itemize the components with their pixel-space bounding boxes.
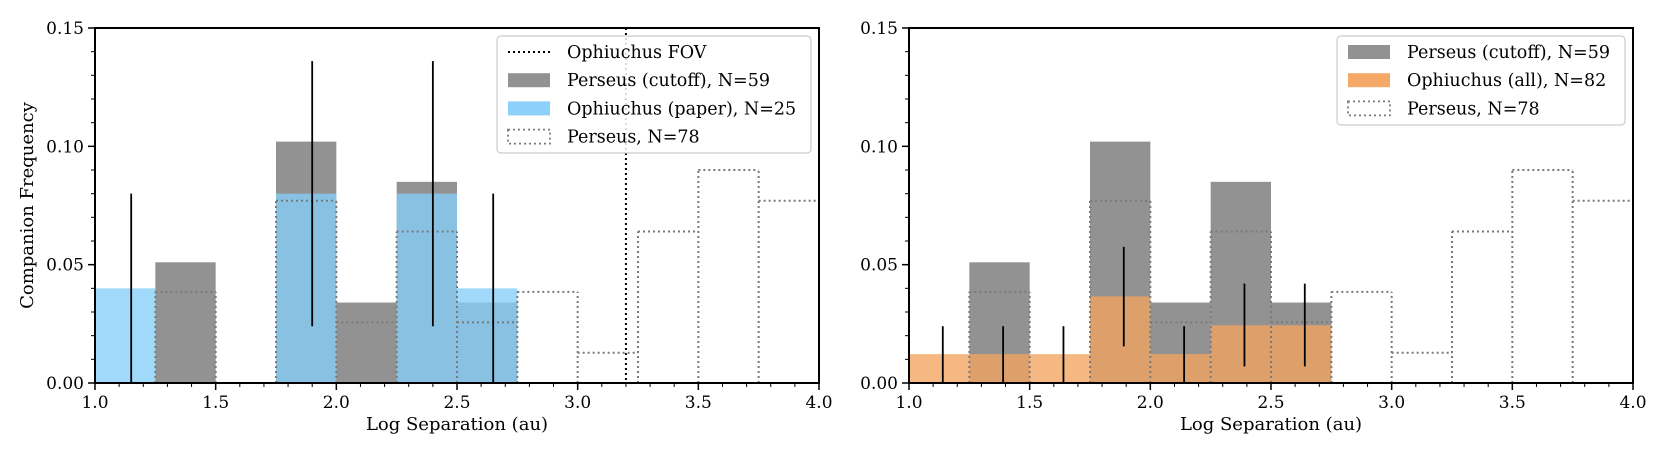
x-axis-label: Log Separation (au) [1180,414,1362,435]
bar-ophiuchus-all-4 [1150,354,1211,383]
legend-entry-label: Perseus (cutoff), N=59 [1407,43,1610,63]
x-tick-label: 1.5 [202,393,229,413]
x-tick-label: 2.5 [443,393,470,413]
legend: Perseus (cutoff), N=59 Ophiuchus (all), N… [1336,35,1626,126]
left-panel: 1.0 1.5 2.0 2.5 3.0 3.5 4.0 0.00 0.05 0.10 0.15 Log… [17,19,833,435]
y-tick-label: 0.05 [46,256,84,276]
bar-ophiuchus-all-3 [1090,296,1151,383]
bar-ophiuchus-all-2 [1029,354,1090,383]
bar-ophiuchus-all-0 [909,354,970,383]
legend-handle-ophiuchus-all [1348,73,1390,88]
x-tick-label: 1.0 [81,393,108,413]
bar-ophiuchus-all-1 [969,354,1030,383]
y-tick-label: 0.00 [860,374,898,394]
bar-ophiuchus-paper-3 [276,193,337,383]
x-tick-label: 3.0 [1378,393,1405,413]
legend-handle-ophiuchus-paper [508,101,550,116]
legend-box [1336,35,1626,126]
x-axis-label: Log Separation (au) [366,414,548,435]
y-tick-label: 0.15 [860,19,898,39]
x-tick-label: 3.5 [685,393,712,413]
y-tick-label: 0.10 [46,137,84,157]
legend-handle-perseus-cutoff [508,73,550,88]
legend-entry-label: Perseus, N=78 [567,128,700,148]
bar-ophiuchus-paper-5 [396,193,457,383]
legend-handle-perseus-all [507,128,551,145]
right-panel: 1.0 1.5 2.0 2.5 3.0 3.5 4.0 0.00 0.05 0.10 0.15 Log… [860,19,1646,435]
legend-entry-label: Perseus, N=78 [1407,99,1540,119]
bar-ophiuchus-paper-6 [457,288,518,383]
y-tick-label: 0.00 [46,374,84,394]
legend-handle-perseus-all [1347,100,1391,117]
bar-ophiuchus-paper-0 [95,288,156,383]
x-tick-label: 1.0 [895,393,922,413]
legend-entry-label: Ophiuchus FOV [567,43,707,63]
x-tick-label: 4.0 [1619,393,1646,413]
x-tick-label: 3.5 [1499,393,1526,413]
x-tick-label: 2.0 [323,393,350,413]
x-tick-label: 2.0 [1137,393,1164,413]
bar-perseus-cutoff-1 [155,262,216,383]
legend-handle-perseus-cutoff [1348,45,1390,59]
x-tick-label: 4.0 [805,393,832,413]
x-tick-label: 1.5 [1016,393,1043,413]
y-axis-label: Companion Frequency [17,101,38,309]
y-tick-label: 0.10 [860,137,898,157]
y-tick-label: 0.15 [46,19,84,39]
bar-ophiuchus-all-6 [1271,325,1332,383]
legend-entry-label: Ophiuchus (paper), N=25 [567,99,796,119]
bar-ophiuchus-all-5 [1210,325,1271,383]
legend-box [496,35,812,154]
legend-entry-label: Ophiuchus (all), N=82 [1407,71,1606,91]
x-tick-label: 3.0 [564,393,591,413]
y-tick-label: 0.05 [860,256,898,276]
x-tick-label: 2.5 [1257,393,1284,413]
legend-entry-label: Perseus (cutoff), N=59 [567,71,770,91]
legend: Ophiuchus FOV Perseus (cutoff), N=59 Ophiu… [496,35,812,154]
bar-perseus-cutoff-4 [336,302,397,383]
